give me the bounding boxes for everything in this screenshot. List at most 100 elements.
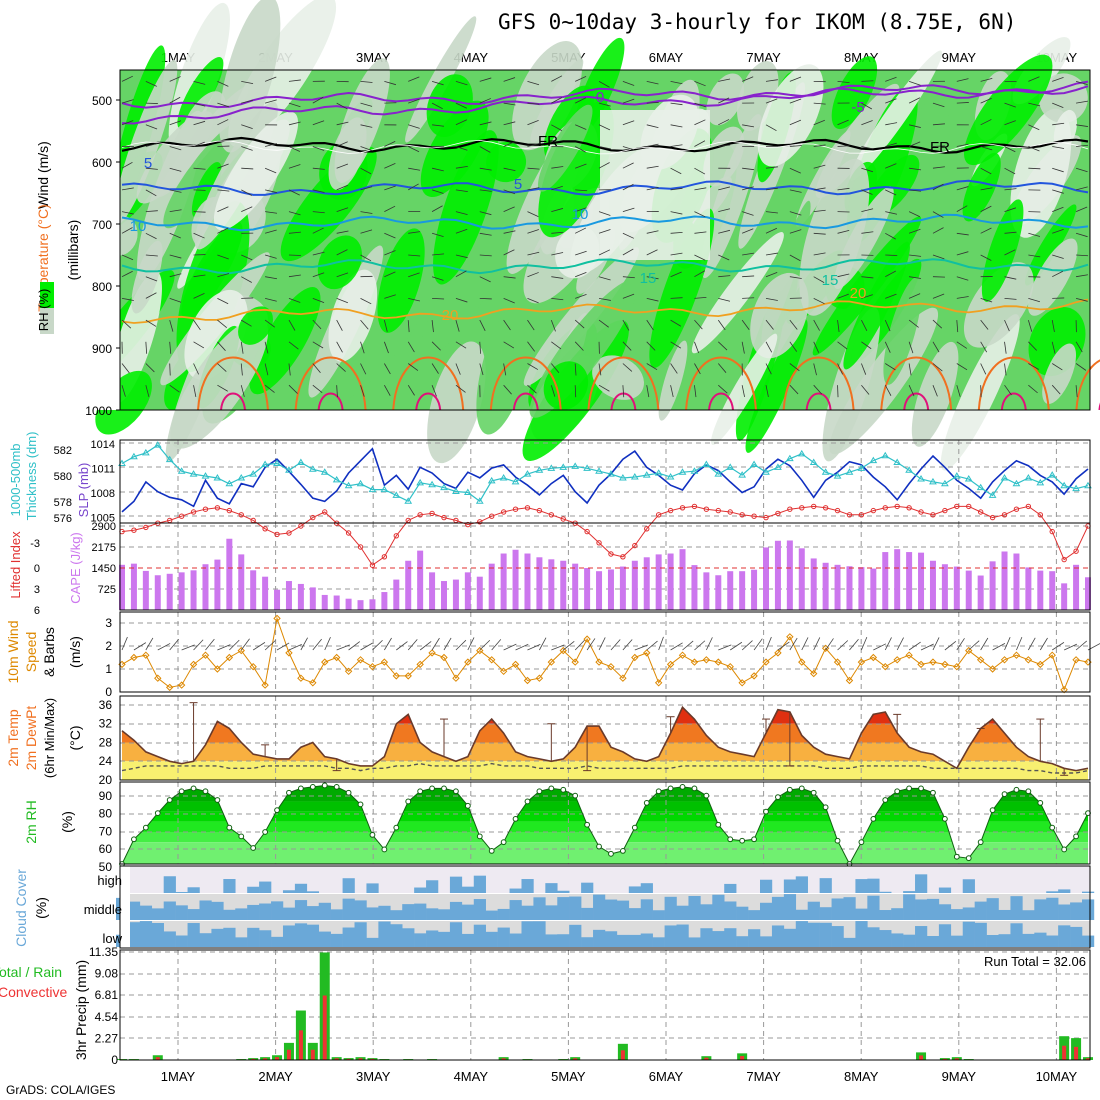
thickness-marker bbox=[976, 483, 985, 491]
wind-speed-marker bbox=[953, 662, 961, 671]
wind-barb bbox=[885, 232, 896, 240]
wind-barb bbox=[741, 341, 745, 354]
wind-barb bbox=[861, 146, 874, 150]
wind-barb bbox=[622, 341, 632, 351]
wind-speed-marker bbox=[1024, 656, 1033, 664]
cloud-cell bbox=[187, 887, 200, 893]
wind-axis-label: & Barbs bbox=[41, 627, 57, 677]
lifted-marker bbox=[811, 503, 817, 510]
wind-barb bbox=[240, 385, 245, 397]
wind-barb bbox=[861, 208, 874, 212]
temp-frame bbox=[119, 695, 1091, 781]
cloud-cell bbox=[569, 924, 582, 947]
cape-bar bbox=[584, 568, 591, 610]
wind-barb bbox=[217, 227, 229, 234]
cloud-cell bbox=[342, 878, 355, 893]
wind-speed-marker bbox=[309, 679, 317, 687]
precip-convective-bar bbox=[310, 1049, 315, 1060]
lifted-marker bbox=[369, 562, 376, 568]
rh-contour bbox=[421, 231, 507, 356]
wind-speed-marker bbox=[905, 651, 913, 659]
wind-speed-marker bbox=[487, 656, 496, 664]
wind-barb bbox=[789, 98, 802, 104]
cloud-cell bbox=[545, 934, 558, 947]
rh-frame bbox=[119, 781, 1091, 865]
wind-barb bbox=[885, 270, 896, 278]
cloud-cell bbox=[306, 924, 320, 947]
thickness-marker bbox=[929, 477, 937, 485]
wind-barb bbox=[765, 124, 777, 132]
thickness-marker bbox=[189, 470, 198, 477]
wind-barb bbox=[789, 119, 802, 126]
wind-barb bbox=[169, 76, 181, 82]
wind-barb bbox=[575, 294, 587, 299]
wind-barb bbox=[1075, 206, 1088, 212]
rh-contour bbox=[110, 271, 162, 404]
cloud-cell bbox=[449, 922, 463, 947]
wind-barb bbox=[598, 81, 610, 88]
cloud-cell bbox=[676, 924, 689, 947]
rh-marker bbox=[894, 788, 901, 795]
isotherm-line bbox=[121, 139, 1089, 155]
wind-barb bbox=[348, 641, 361, 651]
wind-barb bbox=[574, 341, 584, 351]
cloud-cell bbox=[223, 879, 236, 893]
thickness-marker bbox=[1012, 479, 1021, 487]
wind-barb bbox=[944, 640, 957, 651]
precip-tick-label: 6.81 bbox=[95, 988, 119, 1002]
wind-barb bbox=[121, 270, 133, 278]
wind-barb bbox=[622, 183, 634, 191]
wind-barb bbox=[968, 640, 980, 651]
wind-barb bbox=[455, 81, 468, 86]
rh-band bbox=[122, 785, 1088, 802]
cape-bar bbox=[1049, 571, 1056, 610]
cloud-cell bbox=[366, 883, 379, 893]
wind-barb bbox=[980, 298, 993, 303]
thickness-marker bbox=[273, 459, 281, 466]
wind-barb bbox=[598, 298, 611, 301]
rh-marker bbox=[1013, 786, 1020, 793]
wind-barb bbox=[909, 124, 921, 128]
cape-bar bbox=[464, 572, 471, 610]
cloud-cell bbox=[438, 909, 451, 920]
wind-barb bbox=[336, 141, 348, 147]
wind-barb bbox=[885, 254, 898, 256]
rh-tick-label: 70 bbox=[99, 824, 113, 838]
wind-barb bbox=[145, 143, 158, 147]
wind-barb bbox=[145, 319, 157, 327]
wind-barb bbox=[491, 639, 502, 651]
precip-convective-bar bbox=[573, 1058, 578, 1060]
wind-barb bbox=[1039, 637, 1048, 651]
rh-contour bbox=[815, 83, 900, 199]
cloud-cell bbox=[533, 897, 546, 920]
lifted-marker bbox=[667, 507, 674, 514]
cloud-cell bbox=[676, 905, 689, 920]
rh-contour bbox=[701, 113, 763, 279]
cloud-cell bbox=[974, 901, 987, 920]
wind-barb bbox=[909, 189, 922, 192]
date-label-bottom: 4MAY bbox=[454, 1069, 489, 1084]
lifted-marker bbox=[799, 505, 805, 511]
wind-barb bbox=[1004, 341, 1007, 354]
wind-barb bbox=[217, 81, 229, 87]
wind-barb bbox=[992, 643, 1006, 651]
wind-barb bbox=[694, 167, 706, 175]
cloud-cell bbox=[497, 908, 510, 920]
cloud-cell bbox=[628, 886, 642, 893]
cloud-cell bbox=[879, 930, 892, 947]
wind-barb bbox=[1076, 124, 1089, 127]
wind-barb bbox=[264, 76, 277, 82]
wind-barb bbox=[312, 298, 325, 304]
cape-axis-label: CAPE (J/kg) bbox=[68, 532, 83, 604]
wind-barb bbox=[145, 210, 158, 212]
cape-tick-label: 725 bbox=[98, 584, 116, 596]
wind-barb bbox=[682, 640, 694, 651]
wind-barb bbox=[670, 124, 683, 128]
cloud-cell bbox=[175, 905, 188, 920]
cloud-cell bbox=[819, 907, 832, 920]
cape-bar bbox=[166, 573, 173, 610]
cloud-cell bbox=[664, 896, 677, 920]
lifted-marker bbox=[584, 528, 590, 535]
rh-marker bbox=[345, 789, 352, 796]
wind-barb bbox=[742, 275, 755, 278]
